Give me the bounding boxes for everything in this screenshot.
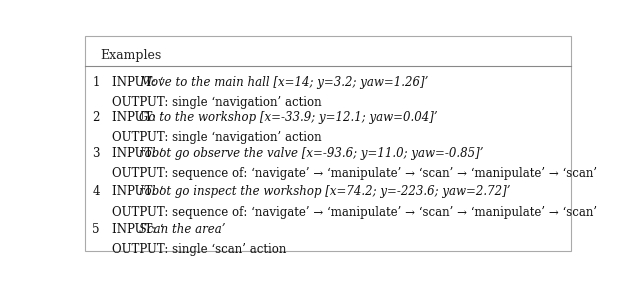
Text: 2: 2 — [92, 110, 100, 124]
Text: Scan the area’: Scan the area’ — [140, 223, 226, 236]
Text: 3: 3 — [92, 147, 100, 160]
Text: robot go observe the valve [x=-93.6; y=11.0; yaw=-0.85]’: robot go observe the valve [x=-93.6; y=1… — [140, 147, 484, 160]
Text: Move to the main hall [x=14; y=3.2; yaw=1.26]’: Move to the main hall [x=14; y=3.2; yaw=… — [140, 76, 429, 89]
Text: 1: 1 — [92, 76, 100, 89]
Text: OUTPUT: single ‘scan’ action: OUTPUT: single ‘scan’ action — [112, 243, 287, 256]
Text: Examples: Examples — [100, 49, 161, 62]
Text: OUTPUT: single ‘navigation’ action: OUTPUT: single ‘navigation’ action — [112, 96, 322, 109]
Text: 4: 4 — [92, 185, 100, 198]
Text: OUTPUT: single ‘navigation’ action: OUTPUT: single ‘navigation’ action — [112, 131, 322, 144]
Text: INPUT: ‘: INPUT: ‘ — [112, 76, 164, 89]
Text: Go to the workshop [x=-33.9; y=12.1; yaw=0.04]’: Go to the workshop [x=-33.9; y=12.1; yaw… — [140, 110, 438, 124]
Text: INPUT: ‘: INPUT: ‘ — [112, 185, 164, 198]
Text: INPUT: ‘: INPUT: ‘ — [112, 147, 164, 160]
Text: INPUT: ‘: INPUT: ‘ — [112, 110, 164, 124]
Text: INPUT: ‘: INPUT: ‘ — [112, 223, 164, 236]
Text: OUTPUT: sequence of: ‘navigate’ → ‘manipulate’ → ‘scan’ → ‘manipulate’ → ‘scan’: OUTPUT: sequence of: ‘navigate’ → ‘manip… — [112, 206, 597, 219]
Text: robot go inspect the workshop [x=74.2; y=-223.6; yaw=2.72]’: robot go inspect the workshop [x=74.2; y… — [140, 185, 511, 198]
Text: OUTPUT: sequence of: ‘navigate’ → ‘manipulate’ → ‘scan’ → ‘manipulate’ → ‘scan’: OUTPUT: sequence of: ‘navigate’ → ‘manip… — [112, 168, 597, 180]
Text: 5: 5 — [92, 223, 100, 236]
FancyBboxPatch shape — [85, 36, 571, 250]
